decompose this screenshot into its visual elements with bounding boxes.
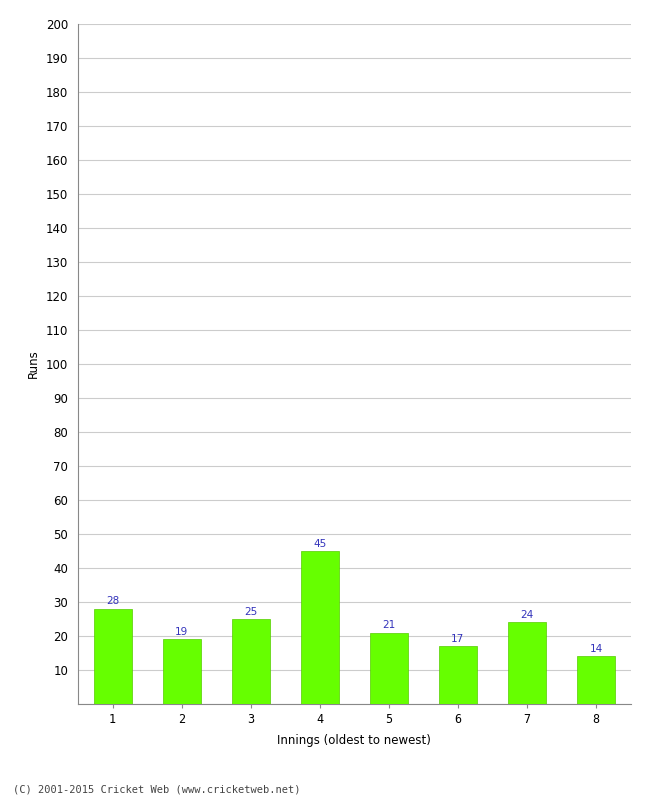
Text: 17: 17	[451, 634, 465, 644]
Bar	[94, 609, 131, 704]
Text: 45: 45	[313, 538, 326, 549]
Bar	[162, 639, 201, 704]
Bar	[577, 656, 615, 704]
Text: 14: 14	[590, 644, 603, 654]
Text: 24: 24	[520, 610, 534, 620]
Text: 25: 25	[244, 606, 257, 617]
Bar	[301, 551, 339, 704]
Text: 21: 21	[382, 620, 395, 630]
Y-axis label: Runs: Runs	[27, 350, 40, 378]
Text: 19: 19	[175, 627, 188, 637]
Bar	[231, 619, 270, 704]
Bar	[370, 633, 408, 704]
Text: 28: 28	[106, 597, 119, 606]
Text: (C) 2001-2015 Cricket Web (www.cricketweb.net): (C) 2001-2015 Cricket Web (www.cricketwe…	[13, 784, 300, 794]
Bar	[439, 646, 477, 704]
Bar	[508, 622, 546, 704]
X-axis label: Innings (oldest to newest): Innings (oldest to newest)	[278, 734, 431, 747]
